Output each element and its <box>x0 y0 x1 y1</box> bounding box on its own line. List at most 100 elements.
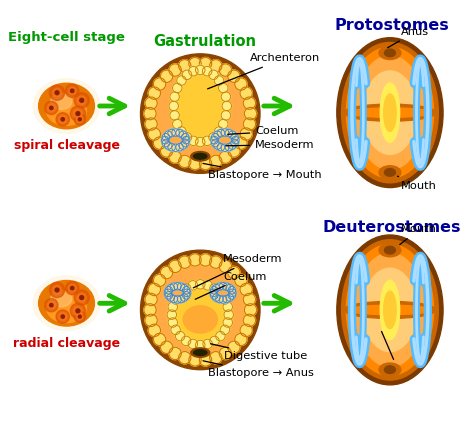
Circle shape <box>162 133 170 141</box>
Ellipse shape <box>213 286 233 300</box>
Circle shape <box>212 284 220 292</box>
Circle shape <box>169 151 181 163</box>
Circle shape <box>219 83 228 93</box>
Circle shape <box>235 274 247 287</box>
Circle shape <box>161 145 173 157</box>
Circle shape <box>219 151 232 163</box>
Circle shape <box>176 143 183 151</box>
Circle shape <box>76 116 83 123</box>
Ellipse shape <box>152 65 249 162</box>
Circle shape <box>169 260 181 272</box>
Ellipse shape <box>140 54 260 173</box>
Circle shape <box>202 136 212 145</box>
Circle shape <box>154 78 166 90</box>
Circle shape <box>177 76 186 85</box>
Circle shape <box>182 139 189 147</box>
Circle shape <box>219 64 232 76</box>
Text: Mesoderm: Mesoderm <box>193 255 283 288</box>
Circle shape <box>240 87 252 99</box>
Circle shape <box>200 58 212 70</box>
Circle shape <box>195 137 205 147</box>
Circle shape <box>217 129 225 137</box>
Circle shape <box>210 155 222 168</box>
Ellipse shape <box>161 129 190 152</box>
Circle shape <box>145 118 157 130</box>
Circle shape <box>189 354 201 366</box>
Circle shape <box>188 339 198 349</box>
Circle shape <box>61 315 64 318</box>
Ellipse shape <box>384 366 395 374</box>
Circle shape <box>182 132 191 142</box>
Circle shape <box>168 302 178 312</box>
Circle shape <box>148 128 161 140</box>
Circle shape <box>175 331 185 341</box>
Circle shape <box>55 91 59 95</box>
Circle shape <box>148 324 161 336</box>
Circle shape <box>65 281 79 295</box>
Ellipse shape <box>39 281 94 326</box>
Circle shape <box>216 331 225 341</box>
Text: Mouth: Mouth <box>400 224 437 245</box>
Circle shape <box>145 293 157 306</box>
Circle shape <box>195 340 205 350</box>
Circle shape <box>245 304 257 316</box>
Circle shape <box>53 88 62 97</box>
Ellipse shape <box>384 94 396 131</box>
Ellipse shape <box>33 276 100 330</box>
Circle shape <box>221 144 229 152</box>
Circle shape <box>168 143 175 151</box>
Circle shape <box>245 107 257 120</box>
Ellipse shape <box>355 56 425 170</box>
Text: Coelum: Coelum <box>195 271 266 299</box>
Circle shape <box>210 289 218 297</box>
Circle shape <box>161 266 173 279</box>
Text: Blastopore → Mouth: Blastopore → Mouth <box>203 163 321 180</box>
Text: Gastrulation: Gastrulation <box>154 34 256 49</box>
Ellipse shape <box>379 243 401 257</box>
Circle shape <box>181 294 188 301</box>
Circle shape <box>169 101 178 111</box>
Circle shape <box>181 284 188 292</box>
Ellipse shape <box>140 250 260 370</box>
Circle shape <box>189 158 201 170</box>
Ellipse shape <box>193 153 207 159</box>
Ellipse shape <box>193 350 207 355</box>
Circle shape <box>210 256 222 268</box>
Ellipse shape <box>33 79 100 133</box>
Circle shape <box>76 313 83 320</box>
Ellipse shape <box>363 71 417 155</box>
Circle shape <box>179 60 191 72</box>
Circle shape <box>210 336 219 346</box>
Ellipse shape <box>384 291 396 329</box>
Text: Eight-cell stage: Eight-cell stage <box>8 31 125 44</box>
Circle shape <box>170 295 178 303</box>
Ellipse shape <box>384 246 395 254</box>
Text: Blastopore → Anus: Blastopore → Anus <box>203 361 314 378</box>
Circle shape <box>154 333 166 346</box>
Circle shape <box>240 128 252 140</box>
Circle shape <box>179 131 187 139</box>
Circle shape <box>223 318 232 327</box>
Ellipse shape <box>183 306 218 333</box>
Circle shape <box>231 133 238 141</box>
Circle shape <box>243 118 255 130</box>
Circle shape <box>225 129 233 137</box>
Circle shape <box>164 142 172 149</box>
Circle shape <box>145 314 157 326</box>
Ellipse shape <box>379 46 401 59</box>
Circle shape <box>219 282 227 290</box>
Circle shape <box>170 92 179 101</box>
Circle shape <box>200 354 212 366</box>
Circle shape <box>47 104 55 112</box>
Circle shape <box>228 287 236 294</box>
Circle shape <box>161 341 173 353</box>
Ellipse shape <box>173 70 227 142</box>
Circle shape <box>228 131 236 139</box>
Circle shape <box>144 107 156 120</box>
Circle shape <box>221 129 229 136</box>
Circle shape <box>210 291 218 299</box>
Circle shape <box>173 296 181 303</box>
Ellipse shape <box>152 262 249 358</box>
Circle shape <box>165 287 173 294</box>
Circle shape <box>216 288 225 298</box>
